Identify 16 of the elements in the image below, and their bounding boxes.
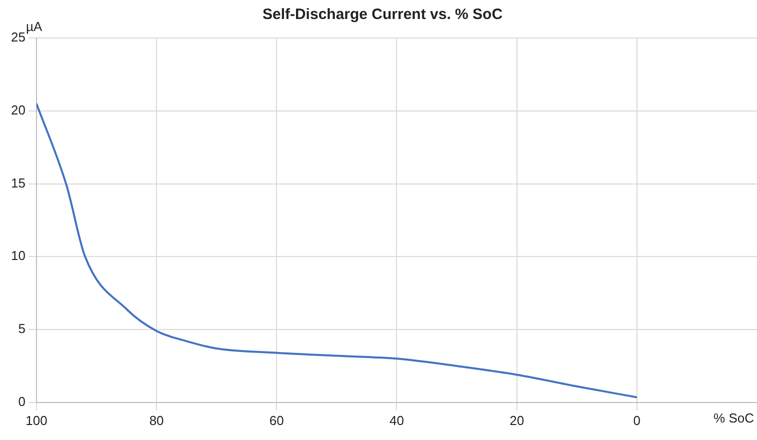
x-tick-label: 20 bbox=[510, 412, 524, 428]
y-tick-label: 15 bbox=[10, 175, 26, 190]
y-tick-label: 0 bbox=[18, 394, 26, 409]
chart-title: Self-Discharge Current vs. % SoC bbox=[262, 6, 503, 24]
x-tick-label: 100 bbox=[26, 412, 48, 428]
line-series bbox=[36, 102, 638, 398]
x-tick-label: 0 bbox=[633, 412, 641, 428]
x-tick-label: 40 bbox=[389, 412, 404, 428]
y-tick-label: 5 bbox=[18, 321, 26, 336]
x-axis-title: % SoC bbox=[714, 410, 754, 426]
y-tick-label: 25 bbox=[10, 30, 26, 45]
x-tick-label: 60 bbox=[269, 412, 284, 428]
y-axis-title: µA bbox=[26, 19, 42, 34]
y-tick-label: 20 bbox=[10, 102, 26, 118]
y-tick-label: 10 bbox=[10, 248, 26, 264]
x-tick-label: 80 bbox=[149, 412, 164, 428]
